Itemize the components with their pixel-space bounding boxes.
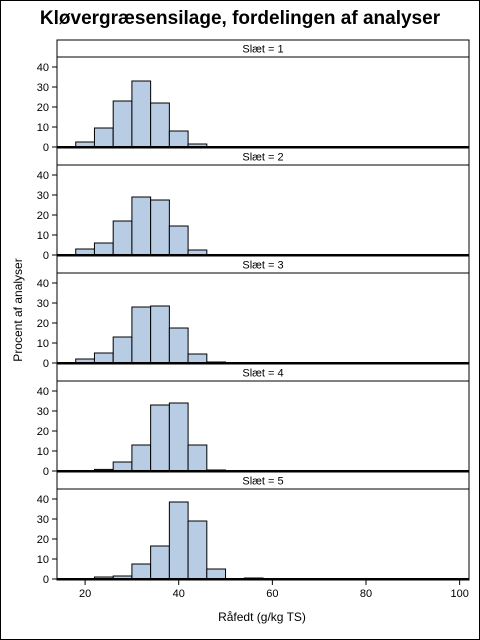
histogram-bar [131, 563, 152, 580]
y-tick-label: 10 [37, 446, 49, 458]
x-tick-label: 40 [173, 588, 185, 600]
histogram-bar [150, 545, 170, 580]
x-tick-label: 100 [450, 588, 468, 600]
histogram-bar [168, 402, 189, 472]
y-tick-label: 10 [37, 338, 49, 350]
y-tick-label: 20 [37, 318, 49, 330]
panel-label: Slæt = 1 [242, 44, 283, 56]
x-tick-label: 80 [360, 588, 372, 600]
y-axis-label: Procent af analyser [11, 258, 25, 361]
y-tick-label: 40 [37, 386, 49, 398]
histogram-bar [187, 444, 208, 472]
histogram-bar [131, 196, 152, 256]
plot-area [56, 380, 470, 473]
histogram-bar [168, 501, 189, 580]
panel-1: Slæt = 1 0 10 20 30 40 [37, 39, 470, 154]
histogram-bar [150, 305, 170, 364]
histogram-bar [131, 306, 152, 364]
histogram-bar [206, 568, 227, 580]
y-tick-label: 40 [37, 494, 49, 506]
histogram-bar [131, 444, 152, 472]
y-tick-label: 10 [37, 122, 49, 134]
y-tick-label: 0 [43, 466, 49, 478]
panel-2: Slæt = 2 0 10 20 30 40 [37, 147, 470, 262]
histogram-bar [168, 130, 189, 148]
histogram-bar [93, 127, 114, 148]
y-tick-label: 20 [37, 426, 49, 438]
y-tick-label: 30 [37, 514, 49, 526]
histogram-bar [150, 102, 170, 148]
histogram-bar [112, 336, 133, 364]
panel-4: Slæt = 4 0 10 20 30 40 [37, 363, 470, 478]
y-tick-label: 40 [37, 278, 49, 290]
x-axis-label: Råfedt (g/kg TS) [218, 610, 306, 624]
panel-3: Slæt = 3 0 10 20 30 40 [37, 255, 470, 370]
histogram-bar [150, 199, 170, 256]
y-tick-label: 0 [43, 142, 49, 154]
y-tick-label: 30 [37, 298, 49, 310]
panel-5: Slæt = 5 0 10 20 30 40 [37, 471, 470, 586]
histogram-bar [93, 242, 114, 256]
histogram-bar [168, 327, 189, 364]
y-tick-label: 40 [37, 62, 49, 74]
histogram-bar [131, 80, 152, 148]
y-tick-label: 10 [37, 230, 49, 242]
histogram-bar [187, 353, 208, 364]
x-tick-label: 20 [79, 588, 91, 600]
panel-label: Slæt = 3 [242, 260, 283, 272]
histogram-bar [150, 404, 170, 472]
chart-title: Kløvergræsensilage, fordelingen af analy… [39, 8, 441, 29]
y-tick-label: 20 [37, 210, 49, 222]
y-tick-label: 20 [37, 534, 49, 546]
plot-area [56, 488, 470, 581]
y-tick-label: 30 [37, 406, 49, 418]
histogram-bar [112, 100, 133, 148]
histogram-bar [168, 225, 189, 256]
y-tick-label: 40 [37, 170, 49, 182]
histogram-bar [187, 520, 208, 580]
y-tick-label: 0 [43, 250, 49, 262]
y-tick-label: 0 [43, 358, 49, 370]
histogram-bar [112, 220, 133, 256]
y-tick-label: 30 [37, 190, 49, 202]
y-tick-label: 10 [37, 554, 49, 566]
y-tick-label: 30 [37, 82, 49, 94]
x-tick-label: 60 [266, 588, 278, 600]
panel-label: Slæt = 5 [242, 476, 283, 488]
y-tick-label: 20 [37, 102, 49, 114]
y-tick-label: 0 [43, 574, 49, 586]
panel-label: Slæt = 2 [242, 152, 283, 164]
histogram-bar [112, 461, 133, 472]
histogram-bar [93, 352, 114, 364]
panel-label: Slæt = 4 [242, 368, 283, 380]
